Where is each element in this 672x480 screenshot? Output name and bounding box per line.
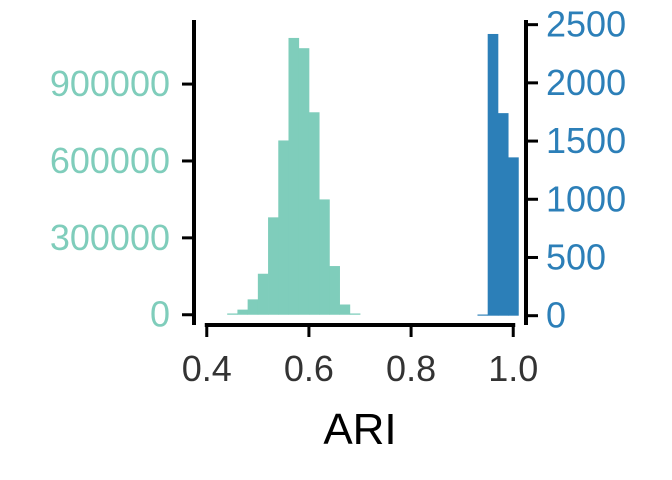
left-histogram-bar [257,273,269,315]
left-histogram-bar [339,304,351,315]
left-histogram-bar [268,217,279,315]
x-tick-label: 1.0 [488,348,538,389]
right-histogram-bar [477,314,489,316]
left-histogram-bar [329,266,340,315]
left-histogram-bar [227,313,238,315]
tick-labels: 0 300000 600000 900000 0 500 1000 1500 2000 2500 0… [50,4,626,389]
left-histogram-bar [319,199,330,315]
right-y-tick-label: 0 [546,295,566,336]
right-y-tick-label: 1500 [546,120,626,161]
right-y-tick-label: 500 [546,236,606,277]
right-histogram-bar [508,157,519,316]
right-series-bars [477,33,519,316]
left-histogram-bar [298,48,310,315]
left-histogram-bar [308,112,320,315]
axes [182,20,538,337]
right-y-tick-label: 2000 [546,62,626,103]
left-histogram-bar [247,299,259,315]
left-y-tick-label: 900000 [50,63,170,104]
right-histogram-bar [497,113,509,316]
left-histogram-bar [278,140,289,315]
left-y-tick-label: 300000 [50,217,170,258]
x-tick-label: 0.6 [284,348,334,389]
right-y-tick-label: 2500 [546,4,626,45]
left-y-tick-label: 600000 [50,140,170,181]
x-axis-title: ARI [323,405,396,454]
left-histogram-bar [237,309,249,315]
x-tick-label: 0.4 [182,348,232,389]
x-tick-label: 0.8 [386,348,436,389]
right-y-tick-label: 1000 [546,178,626,219]
left-y-tick-label: 0 [150,294,170,335]
right-histogram-bar [487,33,499,316]
left-histogram-bar [288,37,300,315]
left-series-bars [227,37,361,315]
left-histogram-bar [349,313,361,315]
